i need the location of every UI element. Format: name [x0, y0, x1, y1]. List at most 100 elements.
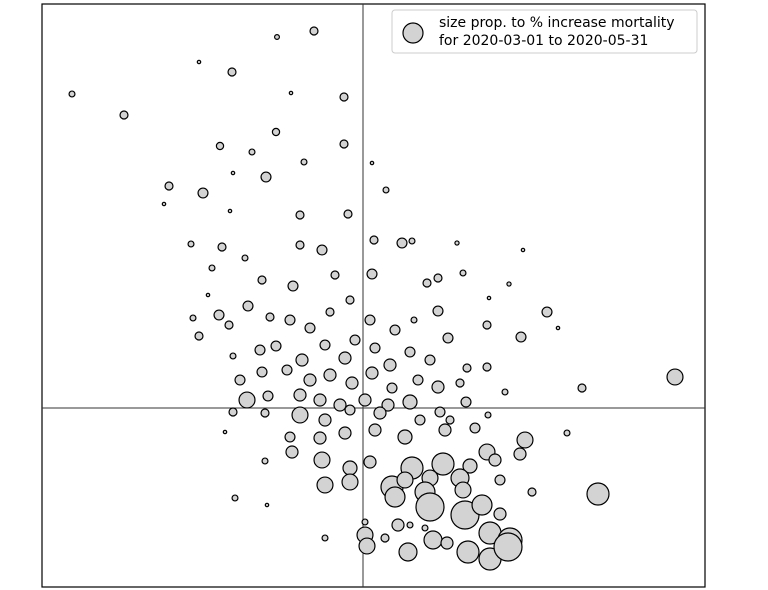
bubble [164, 181, 174, 191]
bubble [384, 486, 406, 508]
bubble [330, 270, 340, 280]
bubble [197, 187, 209, 199]
bubble [229, 352, 237, 360]
bubble [421, 524, 429, 532]
plot-frame [41, 3, 706, 588]
bubble [313, 451, 331, 469]
bubble [217, 242, 227, 252]
bubble [469, 422, 481, 434]
bubble [389, 324, 401, 336]
bubble [287, 280, 299, 292]
bubble [313, 431, 327, 445]
bubble [303, 373, 317, 387]
bubble [242, 300, 254, 312]
bubble [227, 208, 233, 214]
bubble [339, 92, 349, 102]
bubble [295, 240, 305, 250]
bubble [482, 362, 492, 372]
bubble [382, 186, 390, 194]
bubble [349, 334, 361, 346]
bubble [408, 237, 416, 245]
bubble [339, 139, 349, 149]
bubble [398, 542, 418, 562]
bubble [383, 358, 397, 372]
bubble [431, 380, 445, 394]
legend-label: for 2020-03-01 to 2020-05-31 [439, 33, 648, 49]
marks [42, 4, 705, 587]
bubble [304, 322, 316, 334]
bubble [189, 314, 197, 322]
bubble [516, 431, 534, 449]
bubble [666, 368, 684, 386]
bubble [368, 423, 382, 437]
bubble [285, 445, 299, 459]
bubble [271, 127, 281, 137]
legend: size prop. to % increase mortality for 2… [391, 9, 698, 54]
bubble [295, 353, 309, 367]
bubble [434, 406, 446, 418]
bubble [433, 273, 443, 283]
bubble [471, 494, 493, 516]
bubble [501, 388, 509, 396]
bubble [341, 473, 359, 491]
bubble [224, 320, 234, 330]
bubble [205, 292, 211, 298]
bubble [265, 312, 275, 322]
bubble [402, 394, 418, 410]
bubble [493, 507, 507, 521]
bubble [284, 431, 296, 443]
bubble [563, 429, 571, 437]
bubble [422, 278, 432, 288]
bubble [406, 521, 414, 529]
bubble [396, 471, 414, 489]
bubble [397, 429, 413, 445]
bubble [68, 90, 76, 98]
bubble [260, 171, 272, 183]
bubble [344, 404, 356, 416]
bubble [270, 340, 282, 352]
bubble [380, 533, 390, 543]
bubble [486, 295, 492, 301]
bubble [462, 363, 472, 373]
bubble [321, 534, 329, 542]
bubble [319, 339, 331, 351]
bubble [391, 518, 405, 532]
bubble [264, 502, 270, 508]
bubble [281, 364, 293, 376]
bubble [365, 366, 379, 380]
bubble [231, 494, 239, 502]
bubble [238, 391, 256, 409]
bubble [381, 398, 395, 412]
bubble [482, 320, 492, 330]
bubble [222, 429, 228, 435]
legend-marker [402, 22, 424, 44]
bubble [274, 33, 281, 40]
bubble [318, 413, 332, 427]
bubble [213, 309, 225, 321]
bubble [309, 26, 319, 36]
bubble [187, 240, 195, 248]
bubble [515, 331, 527, 343]
bubble [424, 354, 436, 366]
legend-box [391, 9, 698, 54]
bubble [455, 378, 465, 388]
bubble [228, 407, 238, 417]
bubble [313, 393, 327, 407]
bubble [462, 458, 478, 474]
bubble [513, 447, 527, 461]
bubble [454, 240, 460, 246]
bubble [342, 460, 358, 476]
bubble [586, 482, 610, 506]
bubble [410, 316, 418, 324]
bubble [488, 453, 502, 467]
bubble [119, 110, 129, 120]
bubble [445, 415, 455, 425]
bubble [323, 368, 337, 382]
bubble [333, 398, 347, 412]
bubble [345, 295, 355, 305]
bubble [415, 492, 445, 522]
bubble [404, 346, 416, 358]
bubble [520, 247, 526, 253]
bubble [343, 209, 353, 219]
